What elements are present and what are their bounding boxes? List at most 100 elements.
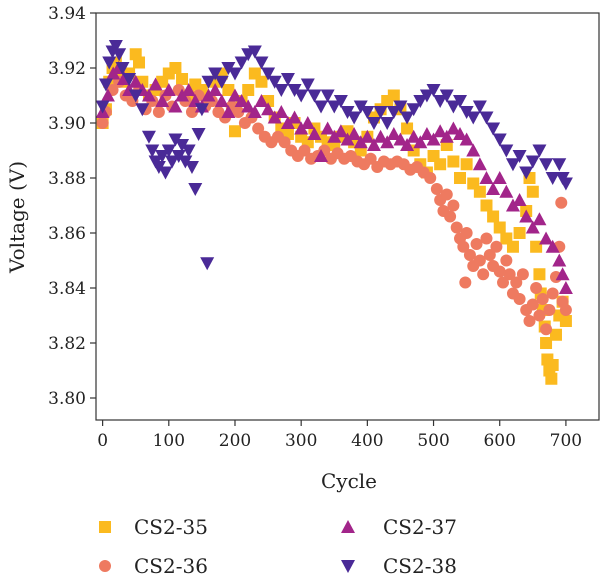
data-point-cs2-36-61	[460, 227, 473, 239]
data-point-cs2-38-16	[161, 144, 176, 158]
data-point-cs2-38-81	[552, 158, 567, 172]
data-point-cs2-38-6	[115, 62, 130, 75]
data-point-cs2-38-5	[112, 48, 127, 62]
data-point-cs2-38-38	[267, 75, 282, 89]
data-point-cs2-35-63	[487, 210, 500, 223]
data-point-cs2-37-51	[426, 132, 441, 146]
data-point-cs2-37-8	[141, 88, 156, 102]
data-point-cs2-37-44	[380, 135, 395, 149]
legend-item-cs2-38: CS2-38	[341, 554, 457, 578]
data-point-cs2-38-26	[194, 103, 209, 117]
data-point-cs2-37-39	[347, 127, 362, 140]
data-point-cs2-36-59	[457, 240, 470, 253]
data-point-cs2-35-9	[133, 56, 146, 69]
data-point-cs2-36-24	[252, 122, 265, 135]
data-point-cs2-36-66	[477, 268, 490, 281]
data-point-cs2-38-15	[158, 166, 173, 180]
data-point-cs2-35-28	[255, 75, 268, 88]
data-point-cs2-36-50	[424, 172, 437, 184]
data-point-cs2-38-49	[340, 106, 355, 119]
data-point-cs2-37-67	[532, 212, 547, 226]
legend-label: CS2-36	[134, 554, 208, 578]
data-point-cs2-37-13	[175, 88, 190, 102]
data-point-cs2-37-1	[100, 88, 115, 102]
data-point-cs2-37-41	[360, 129, 375, 143]
data-point-cs2-38-7	[122, 73, 137, 86]
data-point-cs2-36-76	[510, 276, 523, 289]
y-tick-label: 3.86	[48, 224, 86, 244]
data-point-cs2-37-35	[320, 121, 335, 135]
data-point-cs2-38-0	[95, 100, 110, 114]
data-point-cs2-37-24	[247, 105, 262, 118]
x-axis: 0 100 200 300 400 500 600 700	[97, 420, 582, 451]
data-point-cs2-37-28	[274, 105, 289, 118]
data-point-cs2-38-54	[373, 106, 388, 119]
series-cs2-37	[95, 61, 573, 294]
data-point-cs2-35-71	[530, 240, 543, 253]
data-point-cs2-37-25	[254, 94, 269, 107]
data-point-cs2-36-65	[473, 254, 486, 267]
data-point-cs2-38-63	[433, 95, 448, 108]
data-point-cs2-38-50	[347, 111, 362, 125]
data-point-cs2-37-12	[168, 99, 183, 113]
legend-marker	[99, 521, 111, 533]
legend-marker	[99, 560, 111, 572]
data-point-cs2-36-54	[440, 188, 453, 201]
data-point-cs2-35-80	[546, 359, 559, 371]
data-point-cs2-38-11	[145, 144, 160, 158]
data-point-cs2-35-70	[526, 185, 539, 198]
data-point-cs2-38-71	[486, 122, 501, 136]
data-point-cs2-35-26	[242, 84, 255, 96]
data-point-cs2-38-66	[453, 95, 468, 108]
y-axis-title: Voltage (V)	[5, 161, 29, 274]
data-point-cs2-38-23	[184, 161, 199, 174]
data-point-cs2-38-32	[227, 67, 242, 81]
data-point-cs2-37-56	[459, 132, 474, 146]
data-point-cs2-37-33	[307, 127, 322, 140]
data-point-cs2-37-63	[505, 198, 520, 212]
y-tick-label: 3.90	[48, 114, 86, 134]
y-tick-label: 3.84	[48, 279, 86, 299]
legend-item-cs2-35: CS2-35	[99, 515, 208, 539]
data-point-cs2-37-17	[201, 88, 216, 102]
x-tick-label: 700	[550, 431, 582, 451]
data-point-cs2-37-37	[333, 124, 348, 138]
data-point-cs2-37-47	[400, 138, 415, 151]
data-point-cs2-37-6	[128, 74, 143, 88]
data-point-cs2-37-32	[300, 116, 315, 129]
data-point-cs2-37-14	[181, 83, 196, 96]
y-tick-label: 3.94	[48, 4, 86, 24]
data-point-cs2-37-55	[453, 127, 468, 140]
data-point-cs2-37-26	[261, 102, 276, 116]
data-point-cs2-37-60	[486, 182, 501, 195]
plot-frame	[95, 12, 600, 421]
data-point-cs2-38-9	[135, 103, 150, 117]
x-tick-label: 500	[417, 431, 449, 451]
data-point-cs2-36-21	[232, 106, 245, 118]
data-point-cs2-36-81	[526, 298, 539, 311]
data-point-cs2-38-35	[247, 45, 262, 59]
data-point-cs2-36-71	[493, 265, 506, 278]
legend-marker	[341, 560, 355, 573]
data-point-cs2-38-10	[141, 130, 156, 144]
data-point-cs2-35-67	[513, 227, 526, 239]
data-point-cs2-37-23	[241, 99, 256, 113]
data-point-cs2-37-72	[558, 281, 573, 294]
data-point-cs2-37-54	[446, 121, 461, 135]
data-point-cs2-38-44	[307, 89, 322, 103]
x-tick-label: 400	[351, 431, 383, 451]
series-cs2-38	[95, 40, 573, 271]
data-point-cs2-38-14	[155, 150, 170, 163]
data-point-cs2-38-60	[413, 95, 428, 108]
data-point-cs2-37-9	[148, 77, 163, 91]
data-point-cs2-37-61	[492, 171, 507, 184]
data-point-cs2-36-78	[516, 268, 529, 281]
data-point-cs2-38-33	[234, 56, 249, 70]
data-point-cs2-36-74	[503, 268, 516, 281]
data-point-cs2-38-72	[492, 133, 507, 147]
data-point-cs2-38-30	[214, 75, 229, 89]
y-tick-label: 3.80	[48, 389, 86, 409]
legend-item-cs2-37: CS2-37	[341, 515, 457, 539]
data-point-cs2-38-8	[128, 89, 143, 103]
